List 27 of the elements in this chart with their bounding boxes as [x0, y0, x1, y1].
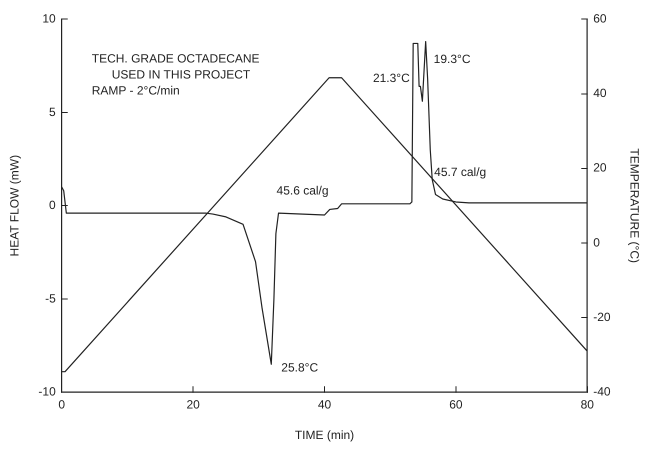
annotation: 25.8°C	[281, 360, 318, 375]
annotation: 45.6 cal/g	[276, 183, 329, 198]
x-tick-label: 60	[449, 398, 463, 412]
y2-tick-label: 40	[593, 86, 607, 100]
y-tick-label: -10	[38, 384, 56, 399]
y2-tick-label: 0	[593, 235, 600, 250]
y-tick-label: -5	[45, 291, 56, 306]
x-tick-label: 0	[58, 398, 66, 412]
y-axis-title: HEAT FLOW (mW)	[8, 154, 22, 256]
y2-tick-label: 60	[593, 12, 607, 26]
x-tick-label: 80	[580, 398, 594, 412]
y2-tick-label: -40	[593, 384, 611, 399]
annotation: 19.3°C	[434, 52, 471, 66]
x-tick-label: 40	[318, 398, 332, 412]
y2-tick-label: 20	[593, 160, 607, 175]
x-tick-label: 20	[186, 398, 200, 412]
annotation: 21.3°C	[372, 70, 410, 85]
x-axis-title: TIME (min)	[294, 428, 354, 442]
annotation: RAMP - 2°C/min	[92, 84, 180, 98]
y2-axis-title: TEMPERATURE (°C)	[627, 148, 642, 263]
y2-tick-label: -20	[593, 310, 611, 324]
annotation: 45.7 cal/g	[434, 164, 486, 179]
y-tick-label: 5	[49, 104, 56, 119]
y-tick-label: 0	[49, 198, 56, 212]
y-tick-label: 10	[42, 12, 56, 26]
annotation: USED IN THIS PROJECT	[112, 68, 251, 82]
annotation: TECH. GRADE OCTADECANE	[92, 52, 260, 66]
